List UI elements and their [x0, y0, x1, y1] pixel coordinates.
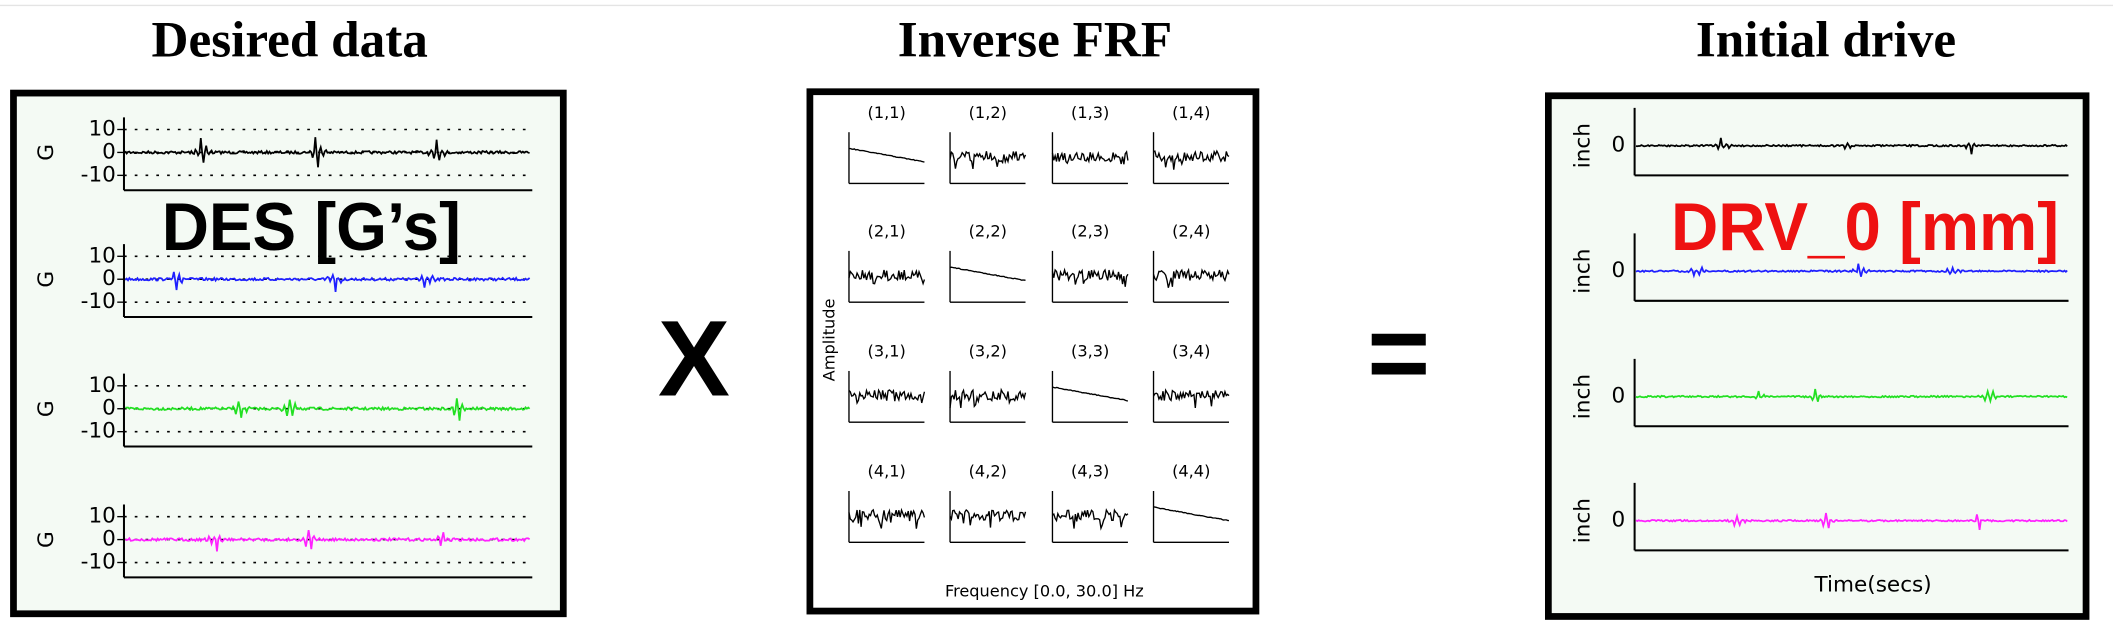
y-tick-label: 10	[88, 116, 115, 141]
y-axis-label: inch	[1570, 249, 1595, 294]
frf-trace	[1052, 508, 1129, 531]
y-tick-label: 0	[102, 396, 116, 421]
cell-label: (3,4)	[1172, 342, 1210, 361]
desired-label: DES [G’s]	[162, 190, 461, 265]
y-tick-label: 0	[1611, 258, 1625, 283]
frf-trace	[848, 147, 925, 163]
cell-label: (2,2)	[969, 222, 1007, 241]
desired-panel	[10, 89, 567, 618]
y-tick-label: -10	[81, 289, 116, 314]
frf-trace	[1152, 267, 1230, 288]
y-tick-label: 10	[88, 243, 115, 268]
signal-trace	[124, 137, 530, 168]
drive-panel	[1544, 92, 2090, 620]
cell-label: (1,2)	[969, 103, 1007, 122]
signal-trace	[1635, 137, 2068, 155]
frf-trace	[1051, 150, 1129, 165]
y-tick-label: 0	[1611, 508, 1625, 533]
cell-label: (3,2)	[969, 342, 1007, 361]
y-axis-label: inch	[1570, 498, 1595, 543]
desired-title: Desired data	[152, 11, 428, 68]
frf-panel	[806, 88, 1260, 615]
y-axis-label: G	[34, 144, 59, 161]
y-tick-label: 0	[102, 527, 116, 552]
cell-label: (4,1)	[868, 462, 906, 481]
frf-trace	[1052, 386, 1128, 402]
cell-label: (1,4)	[1172, 103, 1210, 122]
y-tick-label: -10	[81, 419, 116, 444]
y-tick-label: -10	[81, 162, 116, 187]
frf-trace	[1153, 149, 1230, 170]
drive-title: Initial drive	[1696, 11, 1956, 68]
signal-trace	[1635, 388, 2068, 405]
signal-trace	[1635, 512, 2068, 530]
frf-trace	[848, 507, 926, 529]
y-tick-label: 0	[102, 266, 116, 291]
frf-trace	[949, 387, 1027, 409]
cell-label: (4,2)	[969, 462, 1007, 481]
equals-sign: =	[1367, 292, 1430, 413]
signal-trace	[125, 398, 531, 421]
frf-trace	[1152, 388, 1230, 408]
drive-x-label: Time(secs)	[1814, 572, 1932, 597]
cell-label: (2,4)	[1172, 222, 1210, 241]
y-tick-label: 10	[88, 504, 115, 529]
cell-label: (3,1)	[868, 342, 906, 361]
y-axis-label: G	[34, 531, 59, 548]
y-axis-label: G	[34, 271, 59, 288]
y-tick-label: 0	[102, 139, 116, 164]
cell-label: (4,3)	[1071, 462, 1109, 481]
frf-trace	[1153, 506, 1230, 522]
signal-trace	[124, 271, 531, 293]
cell-label: (1,3)	[1071, 103, 1109, 122]
signal-trace	[1635, 263, 2068, 279]
cell-label: (4,4)	[1172, 462, 1210, 481]
y-tick-label: 0	[1611, 133, 1625, 158]
cell-label: (1,1)	[868, 103, 906, 122]
drive-label: DRV_0 [mm]	[1671, 190, 2059, 265]
frf-trace	[848, 268, 926, 286]
frf-trace	[1051, 267, 1129, 287]
frf-y-label: Amplitude	[820, 298, 839, 381]
frf-trace	[949, 266, 1026, 281]
frf-trace	[848, 387, 926, 405]
frf-x-label: Frequency [0.0, 30.0] Hz	[945, 582, 1144, 601]
multiply-sign: X	[658, 297, 730, 418]
y-axis-label: inch	[1570, 123, 1595, 168]
y-tick-label: -10	[81, 549, 116, 574]
y-tick-label: 0	[1611, 384, 1625, 409]
frf-trace	[949, 509, 1027, 528]
signal-trace	[124, 529, 531, 552]
y-axis-label: inch	[1570, 374, 1595, 419]
y-tick-label: 10	[88, 373, 115, 398]
cell-label: (2,1)	[868, 222, 906, 241]
frf-title: Inverse FRF	[898, 11, 1172, 68]
cell-label: (2,3)	[1071, 222, 1109, 241]
y-axis-label: G	[34, 400, 59, 417]
cell-label: (3,3)	[1071, 342, 1109, 361]
frf-trace	[949, 150, 1027, 170]
